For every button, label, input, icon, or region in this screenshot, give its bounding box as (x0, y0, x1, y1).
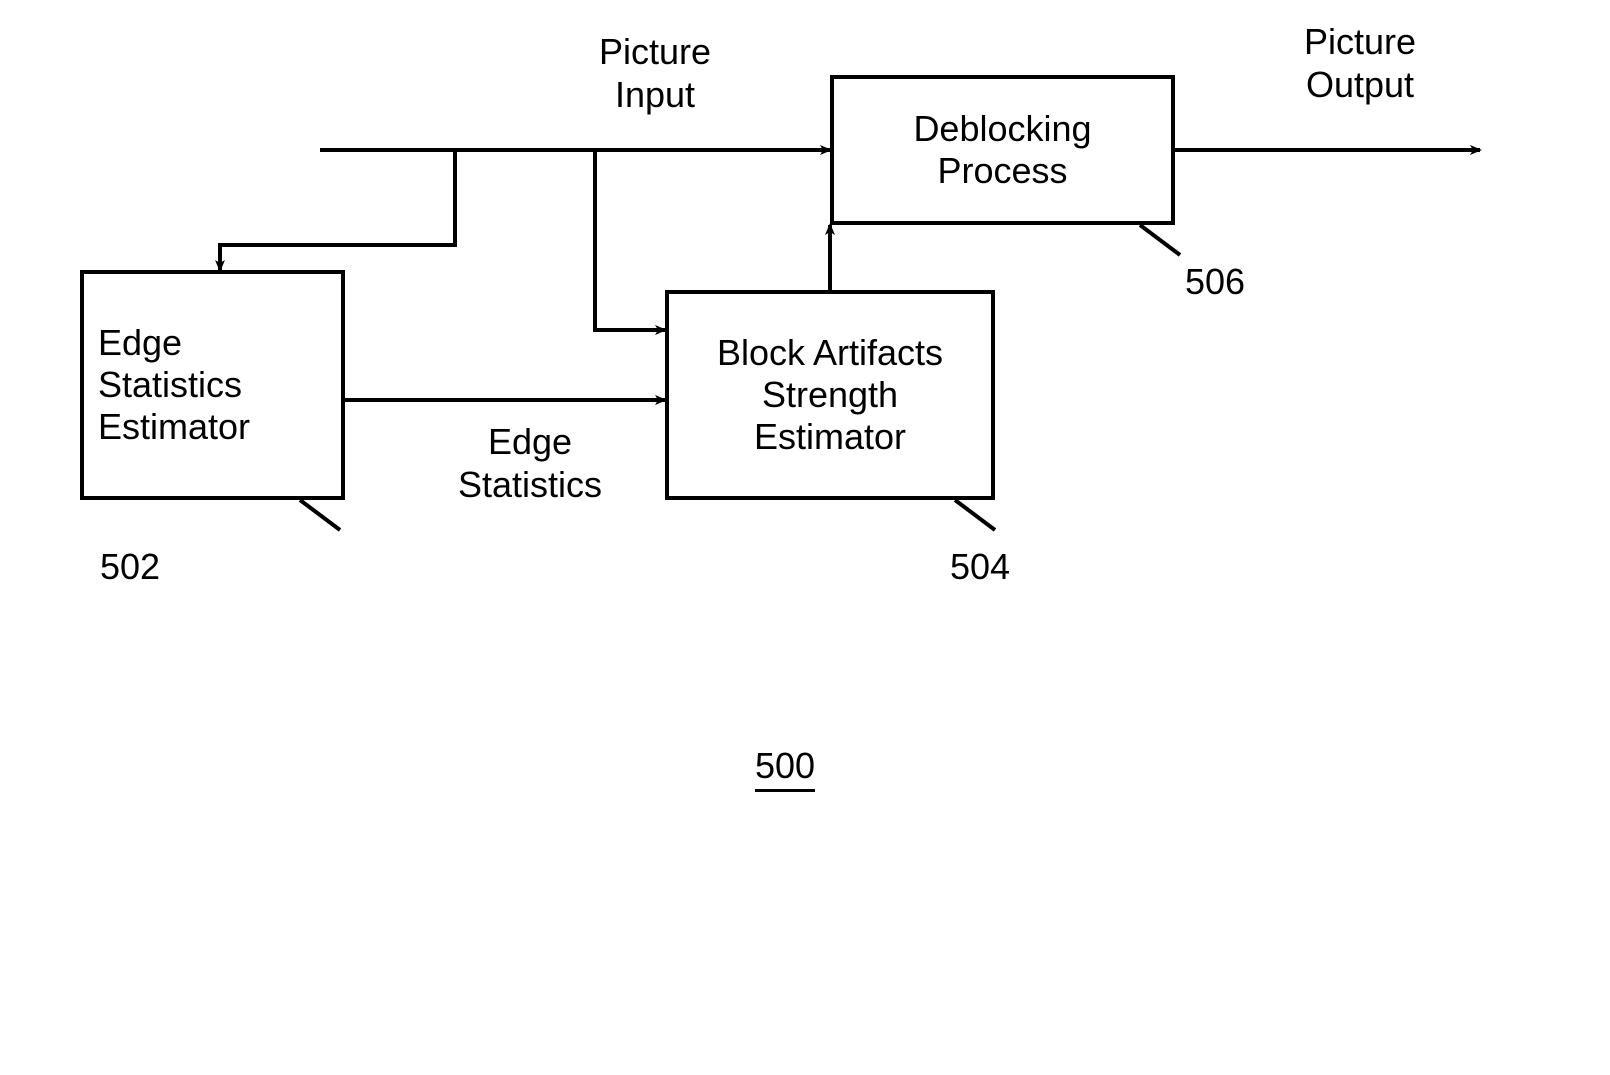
tick-blockart (955, 500, 995, 530)
tick-edgestat (300, 500, 340, 530)
edge-statistics-estimator-box: Edge Statistics Estimator (80, 270, 345, 500)
input-to-blockart (595, 150, 665, 330)
figure-number: 500 (755, 745, 815, 792)
box-line: Estimator (98, 406, 250, 448)
picture-input-label: Picture Input (555, 30, 755, 116)
box-line: Deblocking (913, 108, 1091, 150)
box-line: Estimator (754, 416, 906, 458)
label-line: Output (1260, 63, 1460, 106)
deblocking-process-box: Deblocking Process (830, 75, 1175, 225)
box-line: Process (937, 150, 1067, 192)
box-line: Statistics (98, 364, 242, 406)
ref-506: 506 (1185, 260, 1245, 303)
label-line: Statistics (420, 463, 640, 506)
label-line: Input (555, 73, 755, 116)
wires-layer (0, 0, 1610, 1075)
ref-504: 504 (950, 545, 1010, 588)
tick-deblock (1140, 225, 1180, 255)
picture-output-label: Picture Output (1260, 20, 1460, 106)
edge-statistics-label: Edge Statistics (420, 420, 640, 506)
box-line: Block Artifacts (717, 332, 943, 374)
label-line: Picture (1260, 20, 1460, 63)
label-line: Picture (555, 30, 755, 73)
block-artifacts-strength-estimator-box: Block Artifacts Strength Estimator (665, 290, 995, 500)
input-to-edgestat (220, 150, 455, 270)
ref-502: 502 (100, 545, 160, 588)
box-line: Edge (98, 322, 182, 364)
box-line: Strength (762, 374, 898, 416)
diagram-canvas: Edge Statistics Estimator Block Artifact… (0, 0, 1610, 1075)
label-line: Edge (420, 420, 640, 463)
